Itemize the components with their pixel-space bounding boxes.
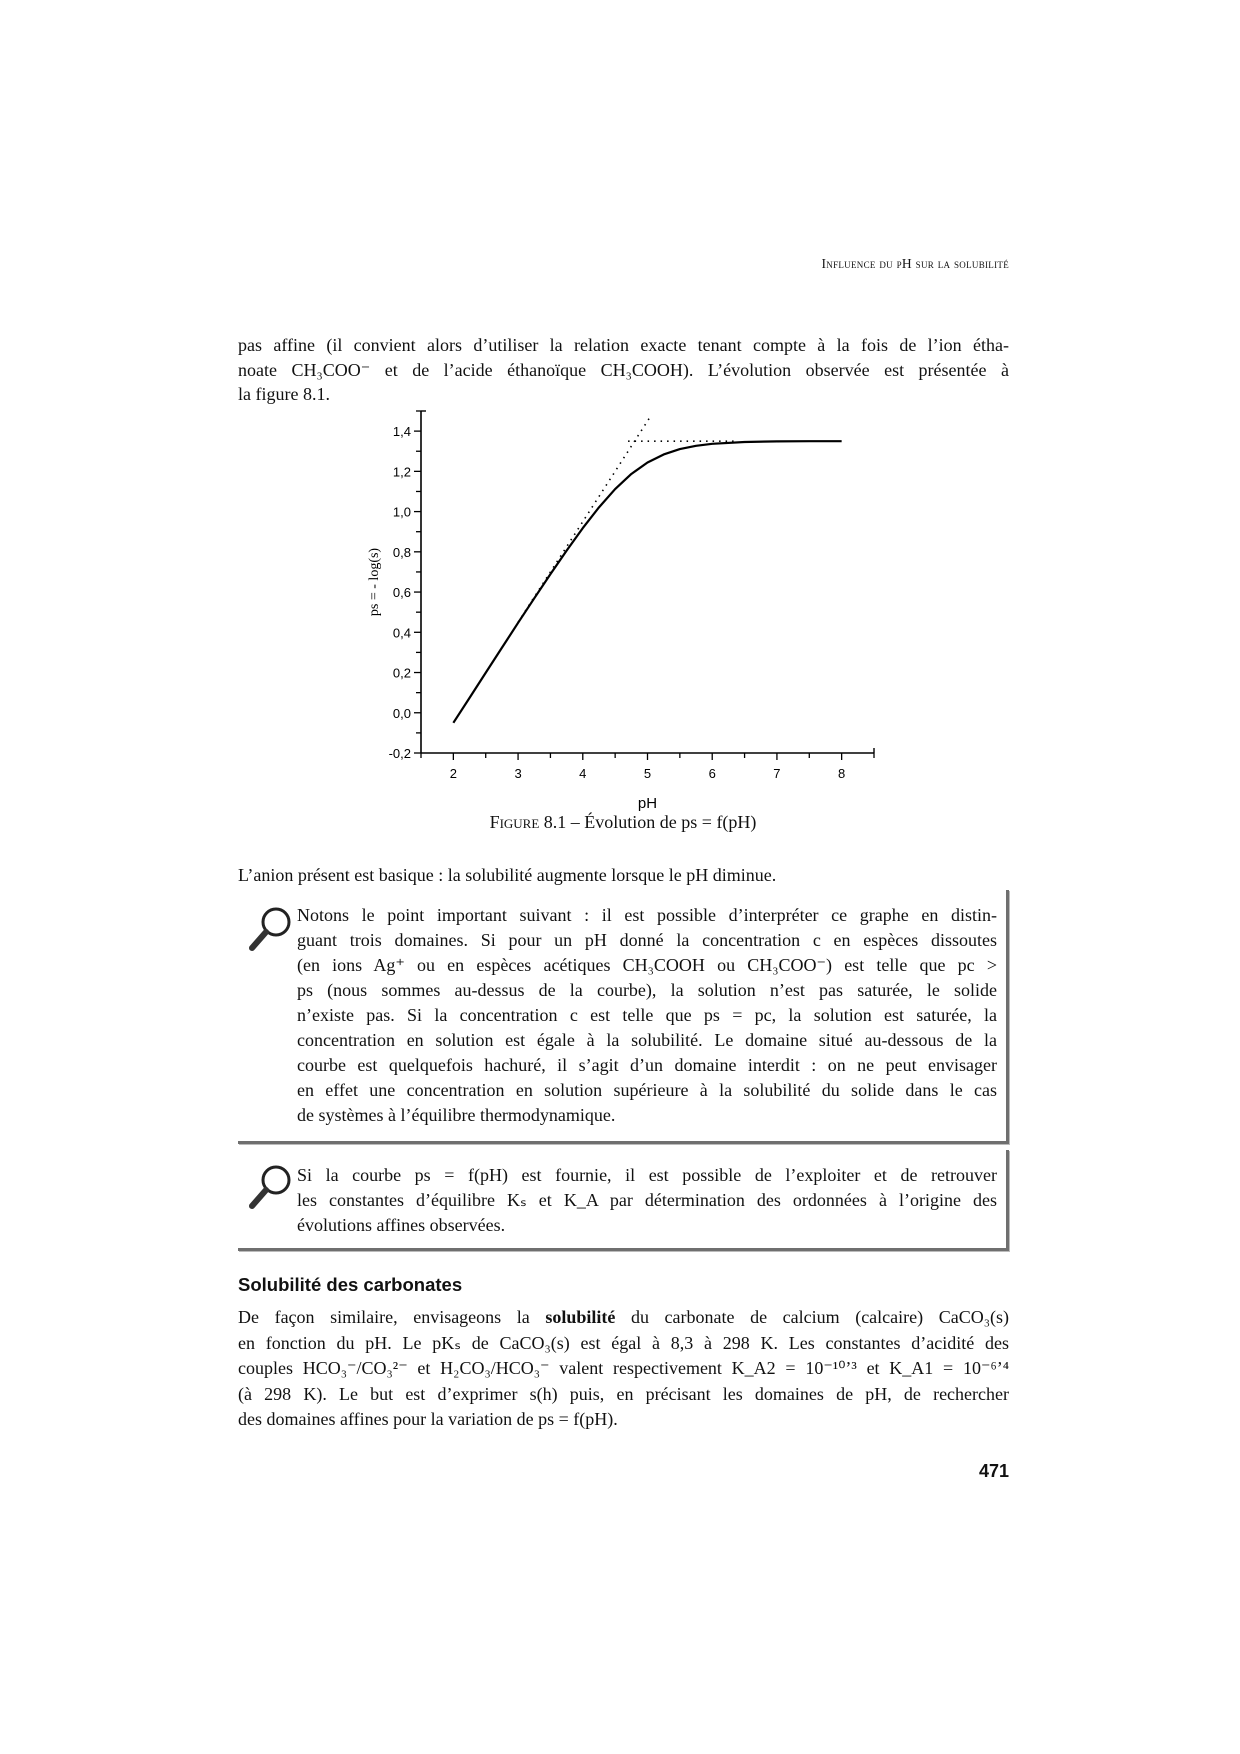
ps-vs-ph-chart: 2 3 4 5 6 7 8 -0,2 0,0 0,2 0,4 0,6 0,8 1,0 1,2 1,4 pH ps …: [367, 410, 875, 812]
x-tick-label: 3: [514, 766, 521, 781]
solubility-curve: [452, 440, 842, 724]
text-line: Si la courbe ps = f(pH) est fournie, il …: [297, 1165, 997, 1185]
y-tick-label: 1,2: [393, 464, 411, 479]
note-frame: [238, 1150, 1009, 1251]
text-line: de systèmes à l’équilibre thermodynamiqu…: [297, 1105, 616, 1125]
y-tick-label: 0,0: [393, 706, 411, 721]
text-line: en effet une concentration en solution s…: [297, 1080, 997, 1100]
text-line: (en ions Ag⁺ ou en espèces acétiques CH₃…: [297, 955, 997, 975]
y-axis-label: ps = - log(s): [367, 548, 382, 617]
text-line: pas affine (il convient alors d’utiliser…: [238, 335, 1009, 355]
text-line: courbe est quelquefois hachuré, il s’agi…: [297, 1055, 997, 1075]
y-tick-label: 1,4: [393, 424, 411, 439]
magnifier-icon: [249, 907, 291, 951]
x-tick-label: 5: [644, 766, 651, 781]
bold-term: solubilité: [545, 1307, 616, 1327]
text-line: guant trois domaines. Si pour un pH donn…: [297, 930, 997, 950]
y-tick-label: 1,0: [393, 505, 411, 520]
text-line: la figure 8.1.: [238, 384, 330, 404]
y-tick-label: 0,2: [393, 666, 411, 681]
text-line: couples HCO₃⁻/CO₃²⁻ et H₂CO₃/HCO₃⁻ valen…: [238, 1358, 1009, 1378]
text-line: concentration en solution est égale à la…: [297, 1030, 997, 1050]
text-line: n’existe pas. Si la concentration c est …: [297, 1005, 997, 1025]
y-tick-label: 0,4: [393, 625, 411, 640]
magnifier-icon: [249, 1165, 291, 1209]
anion-sentence: L’anion présent est basique : la solubil…: [238, 865, 777, 885]
section-heading: Solubilité des carbonates: [238, 1274, 463, 1295]
caption-text: – Évolution de ps = f(pH): [566, 812, 757, 832]
x-tick-label: 7: [773, 766, 780, 781]
page-number: 471: [978, 1461, 1009, 1481]
x-tick-label: 8: [838, 766, 845, 781]
text-line: les constantes d’équilibre Kₛ et K_A par…: [297, 1190, 997, 1210]
x-tick-label: 4: [579, 766, 586, 781]
y-tick-label: 0,8: [393, 545, 411, 560]
x-axis-label: pH: [638, 795, 657, 812]
y-tick-label: -0,2: [389, 746, 411, 761]
text-line: Notons le point important suivant : il e…: [297, 905, 997, 925]
text-segment: De façon similaire, envisageons la: [238, 1307, 546, 1327]
text-line: évolutions affines observées.: [297, 1215, 506, 1235]
text-line: ps (nous sommes au-dessus de la courbe),…: [297, 980, 997, 1000]
text-line: De façon similaire, envisageons la solub…: [238, 1306, 1009, 1328]
x-tick-label: 2: [450, 766, 457, 781]
text-line: en fonction du pH. Le pKₛ de CaCO₃(s) es…: [238, 1333, 1009, 1353]
y-tick-label: 0,6: [393, 585, 411, 600]
text-line: des domaines affines pour la variation d…: [238, 1409, 618, 1429]
text-line: noate CH₃COO⁻ et de l’acide éthanoïque C…: [238, 360, 1009, 380]
figure-caption: Figure 8.1 – Évolution de ps = f(pH): [0, 812, 1240, 833]
note-frame: [238, 890, 1009, 1144]
running-header: Influence du pH sur la solubilité: [821, 256, 1009, 271]
caption-label: Figure 8.1: [489, 812, 567, 832]
x-tick-label: 6: [709, 766, 716, 781]
text-line: (à 298 K). Le but est d’exprimer s(h) pu…: [238, 1384, 1009, 1404]
text-segment: du carbonate de calcium (calcaire) CaCO₃…: [615, 1307, 1009, 1327]
